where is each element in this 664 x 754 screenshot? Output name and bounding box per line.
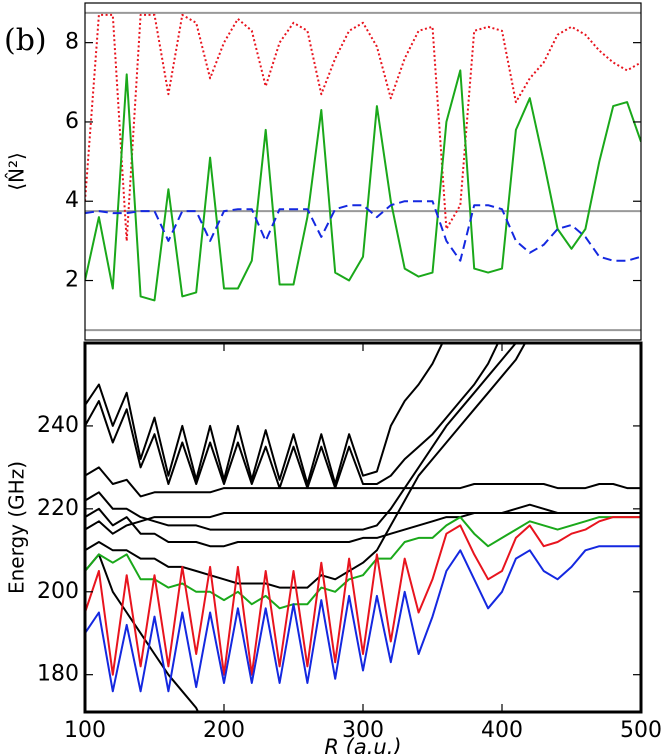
series-line [85,516,641,676]
y-tick-label: 180 [37,662,79,687]
series-line [85,503,641,548]
series-line [85,13,641,242]
series-line [85,516,641,610]
y-tick-label: 2 [65,268,79,293]
series-line [85,545,641,693]
x-tick-label: 300 [342,718,384,743]
panel-frame [84,2,642,341]
x-tick-label: 100 [64,718,106,743]
plot-area [85,11,641,332]
series-line [85,69,641,302]
series-line [85,553,200,712]
y-axis-label: ⟨N̂²⟩ [5,152,29,191]
panel-frame [83,341,643,714]
y-tick-label: 6 [65,109,79,134]
series-line [85,343,527,589]
x-tick-label: 500 [620,718,662,743]
plot-area [85,343,641,712]
x-axis-label: R (a.u.) [324,735,401,754]
series-line [85,343,500,490]
y-tick-label: 4 [65,188,79,213]
x-tick-label: 200 [203,718,245,743]
y-axis-label: Energy (GHz) [5,461,29,594]
y-tick-label: 8 [65,30,79,55]
series-line [85,343,518,531]
y-tick-label: 200 [37,579,79,604]
series-line [85,466,641,498]
series-line [85,512,641,535]
panel-annotation: (b) [4,23,47,58]
y-tick-label: 220 [37,496,79,521]
series-line [85,343,444,485]
x-tick-label: 400 [481,718,523,743]
y-tick-label: 240 [37,413,79,438]
